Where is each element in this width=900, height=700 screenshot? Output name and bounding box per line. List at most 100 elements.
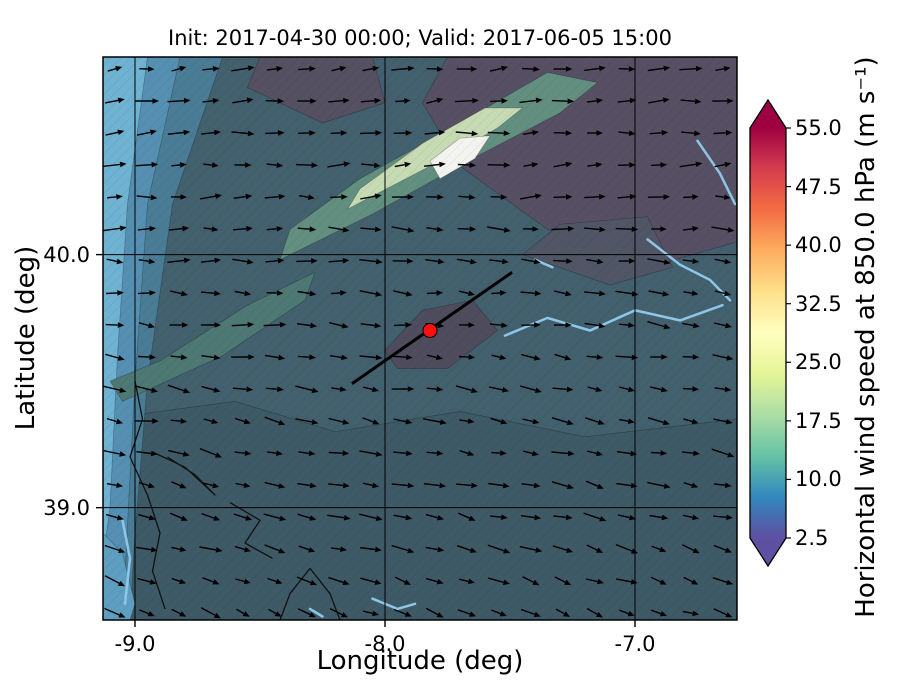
colorbar-tick-label: 55.0 [795, 116, 842, 140]
wind-arrow-head [470, 66, 478, 72]
wind-arrow [682, 451, 694, 454]
wind-arrow [587, 164, 597, 167]
wind-arrow [298, 68, 310, 71]
wind-arrow-head [278, 483, 286, 489]
wind-arrow [490, 515, 502, 518]
wind-arrow-head [374, 322, 382, 329]
wind-arrow-head [214, 129, 221, 136]
wind-arrow [519, 545, 537, 551]
wind-arrow [107, 68, 117, 72]
wind-arrow [106, 258, 118, 263]
wind-arrow [267, 451, 277, 454]
wind-arrow [586, 607, 598, 615]
wind-arrow [426, 292, 437, 295]
wind-arrow-head [532, 418, 540, 425]
wind-arrow [617, 514, 630, 519]
wind-arrow [299, 195, 309, 198]
wind-arrow [714, 258, 726, 263]
wind-arrow [331, 292, 341, 295]
wind-arrow [234, 451, 246, 454]
wind-arrow [167, 384, 185, 392]
wind-arrow-head [246, 258, 254, 265]
wind-arrow-head [148, 66, 155, 72]
wind-arrow [199, 447, 217, 456]
wind-arrow-head [499, 611, 507, 617]
wind-arrow-head [630, 450, 638, 457]
wind-arrow [426, 354, 437, 359]
wind-arrow-head [180, 418, 188, 424]
wind-arrow [267, 577, 277, 583]
wind-arrow [202, 482, 213, 487]
wind-arrow-head [470, 387, 478, 393]
wind-arrow [362, 482, 373, 487]
wind-arrow [650, 451, 661, 454]
wind-arrow [171, 164, 181, 167]
wind-arrow-head [567, 450, 575, 457]
wind-arrow [681, 131, 695, 134]
wind-arrow-head [724, 258, 732, 265]
wind-arrow-head [342, 257, 350, 264]
wind-arrow-head [242, 611, 250, 617]
wind-arrow-head [243, 482, 251, 488]
wind-arrow-head [662, 419, 670, 426]
wind-arrow [359, 290, 376, 295]
wind-arrow-head [275, 578, 283, 585]
wind-arrow [583, 512, 601, 520]
wind-arrow [296, 576, 312, 584]
wind-arrow [554, 576, 566, 583]
wind-arrow [105, 131, 119, 136]
wind-arrow-head [531, 450, 539, 457]
wind-arrow [586, 450, 597, 455]
wind-arrow-head [179, 66, 187, 72]
wind-arrow-head [150, 546, 158, 553]
wind-arrow-head [119, 161, 127, 168]
x-tick-label: -9.0 [114, 632, 156, 656]
wind-arrow-head [500, 450, 507, 456]
wind-arrow [715, 68, 725, 71]
wind-arrow-head [438, 129, 446, 136]
wind-arrow-head [531, 162, 539, 168]
wind-arrow-head [468, 194, 476, 200]
wind-arrow-head [211, 162, 219, 168]
wind-arrow [680, 99, 696, 102]
wind-arrow [235, 482, 245, 486]
wind-arrow [200, 607, 216, 616]
wind-arrow-head [533, 482, 541, 489]
wind-arrow [297, 290, 311, 295]
wind-arrow [263, 513, 281, 519]
wind-arrow-head [243, 418, 251, 425]
wind-arrow-head [661, 514, 669, 521]
river [696, 139, 737, 206]
wind-arrow [647, 67, 664, 72]
wind-arrow [458, 290, 469, 295]
wind-arrow-head [246, 225, 253, 232]
wind-arrow [521, 67, 534, 70]
wind-arrow-head [375, 354, 383, 361]
wind-arrow-head [534, 290, 542, 297]
wind-arrow-head [534, 514, 542, 521]
wind-arrow-head [692, 547, 700, 554]
y-tick-label: 40.0 [43, 242, 90, 267]
wind-arrow-head [630, 579, 638, 585]
wind-arrow [106, 292, 118, 295]
wind-arrow-head [375, 451, 383, 457]
wind-arrow-head [437, 194, 444, 200]
wind-arrow-head [596, 450, 603, 457]
wind-arrow [522, 418, 534, 423]
wind-arrow-head [181, 322, 189, 328]
wind-arrow-head [723, 66, 731, 72]
wind-arrow [426, 577, 438, 583]
wind-arrow [489, 259, 503, 263]
wind-arrow-head [277, 130, 285, 136]
wind-arrow [171, 481, 181, 487]
wind-arrow-head [277, 257, 285, 264]
wind-arrow [647, 481, 665, 487]
wind-arrow-head [436, 66, 444, 72]
wind-arrow-head [727, 452, 735, 458]
wind-arrow [425, 259, 439, 263]
wind-arrow [107, 196, 117, 199]
wind-arrow [714, 387, 726, 390]
wind-arrow [425, 513, 438, 519]
wind-arrow-head [663, 194, 671, 200]
wind-arrow [619, 609, 629, 615]
